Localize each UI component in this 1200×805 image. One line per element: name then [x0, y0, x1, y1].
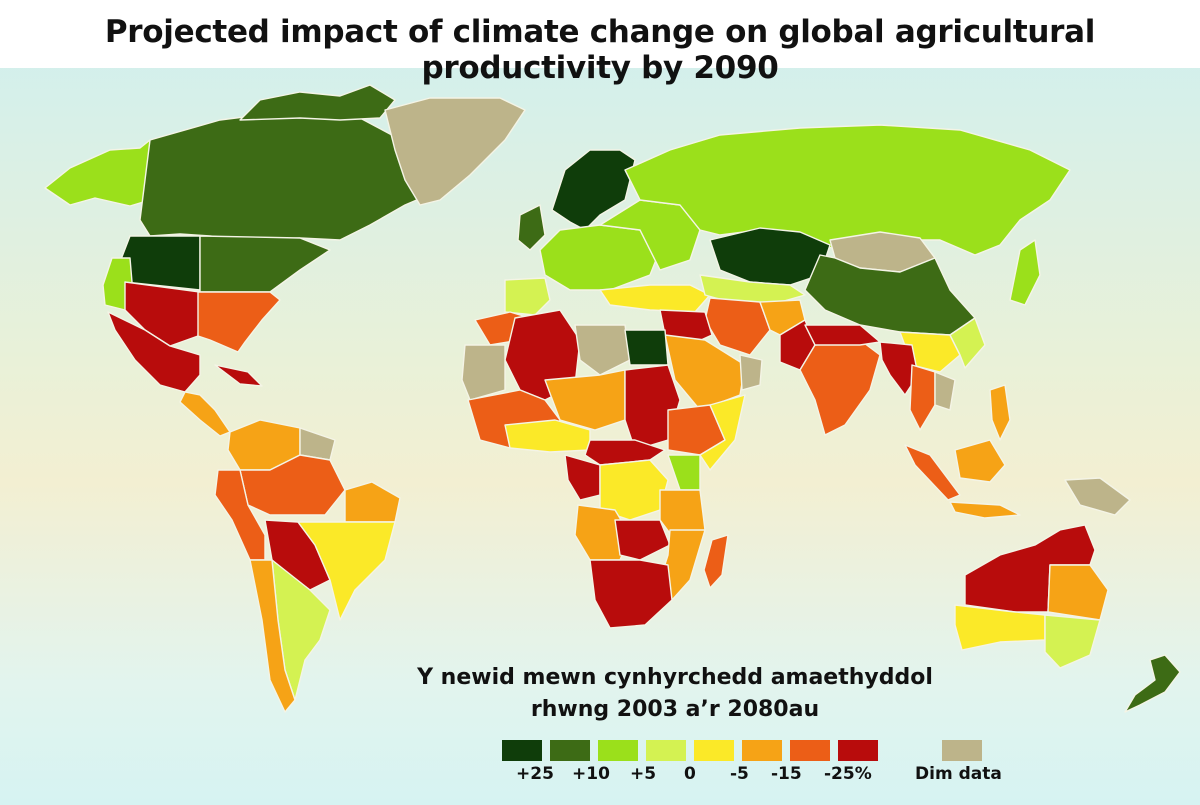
legend-swatch-minus-extreme	[838, 740, 878, 761]
legend-label-no-data: Dim data	[915, 764, 1002, 784]
region-cameroon-gabon	[564, 454, 601, 501]
region-japan	[1009, 239, 1041, 306]
legend-label-plus25: +25	[516, 764, 554, 784]
legend-label-minus5: -5	[730, 764, 749, 784]
region-madagascar	[703, 534, 729, 589]
region-thailand	[909, 364, 936, 431]
region-libya	[574, 324, 631, 376]
legend-swatch-plus5	[598, 740, 638, 761]
legend-label-zero: 0	[684, 764, 696, 784]
region-western-sahara	[461, 344, 506, 401]
legend-label-minus15: -15	[771, 764, 802, 784]
region-saudi-arabia	[664, 334, 746, 411]
region-zambia	[614, 519, 671, 561]
region-australia-southwest	[954, 604, 1046, 651]
world-map	[44, 84, 1181, 713]
region-australia-queensland	[1047, 564, 1109, 621]
region-sumatra	[904, 444, 961, 501]
region-greenland	[384, 97, 526, 206]
region-iberia	[504, 277, 551, 316]
legend-title-line2: rhwng 2003 a’r 2080au	[530, 697, 820, 722]
region-chile-south	[249, 559, 296, 713]
legend-label-minus25: -25%	[824, 764, 872, 784]
region-northern-india	[804, 324, 881, 346]
region-china-east	[949, 317, 986, 369]
region-brazil-northeast	[344, 481, 401, 523]
region-usa-southeast	[197, 291, 281, 353]
region-usa-north-central	[199, 235, 331, 293]
region-gulf	[739, 354, 763, 391]
region-somalia	[699, 394, 746, 471]
region-new-zealand	[1124, 654, 1181, 713]
region-new-guinea	[1064, 477, 1131, 516]
region-bangladesh-burma	[879, 341, 919, 396]
legend-label-plus10: +10	[572, 764, 610, 784]
map-title: Projected impact of climate change on gl…	[104, 14, 1096, 86]
region-indochina	[934, 371, 956, 411]
region-central-america	[179, 391, 231, 437]
region-philippines	[989, 384, 1011, 441]
region-java	[949, 501, 1021, 519]
legend-swatch-no-data	[942, 740, 982, 761]
region-russia	[624, 124, 1071, 256]
region-brazil-south	[297, 521, 396, 621]
region-borneo	[954, 439, 1006, 483]
legend-swatch-zero	[646, 740, 686, 761]
legend-swatch-minus5	[694, 740, 734, 761]
region-alaska	[44, 139, 151, 207]
region-southern-africa	[589, 559, 673, 629]
region-cuba	[214, 364, 263, 387]
region-western-europe	[539, 224, 661, 291]
title-bar: Projected impact of climate change on gl…	[0, 0, 1200, 86]
region-balkans-turkey	[599, 284, 711, 313]
region-australia-southeast	[1044, 614, 1101, 669]
legend-swatch-minus15	[742, 740, 782, 761]
region-india	[799, 339, 881, 436]
region-kenya	[667, 454, 701, 491]
region-egypt	[624, 329, 669, 366]
legend-swatch-plus25	[502, 740, 542, 761]
legend-label-plus5: +5	[630, 764, 657, 784]
legend-title-line1: Y newid mewn cynhyrchedd amaethyddol	[417, 665, 933, 690]
region-canada-arctic-islands	[239, 84, 396, 121]
legend-swatch-plus10	[550, 740, 590, 761]
legend-swatch-minus25	[790, 740, 830, 761]
region-uk	[517, 204, 546, 251]
region-mexico	[107, 311, 201, 393]
